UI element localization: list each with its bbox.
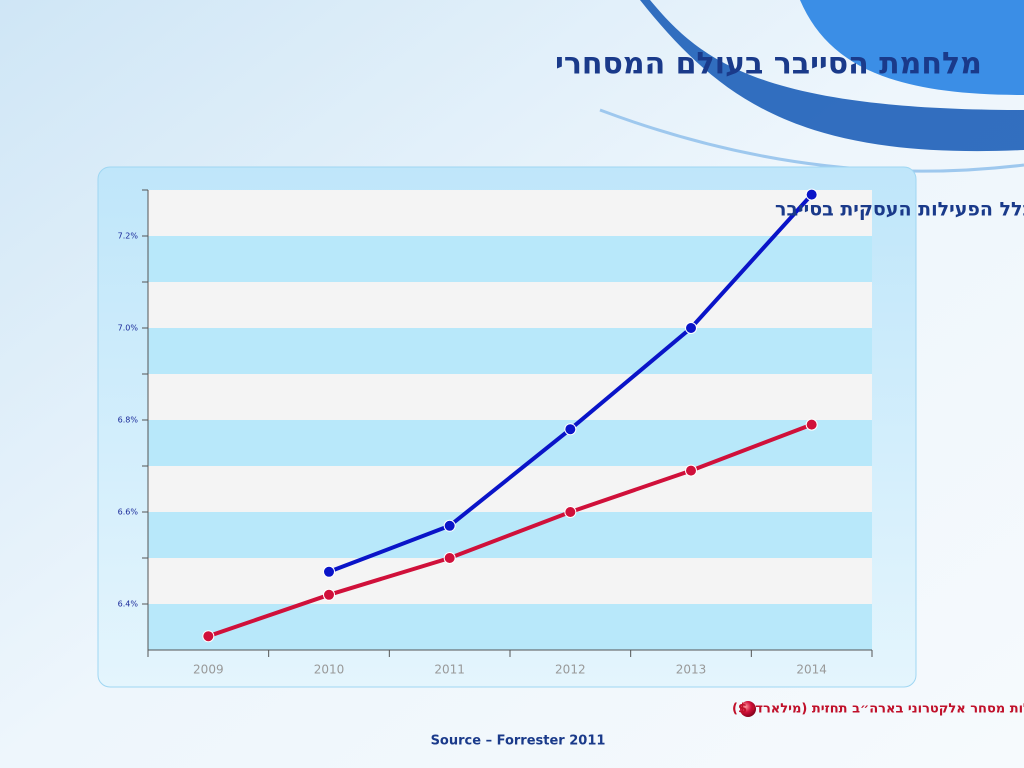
data-point	[443, 519, 456, 532]
data-point	[805, 188, 818, 201]
data-point	[685, 322, 697, 334]
grid-band	[148, 604, 872, 650]
y-tick-label: 6.8%	[118, 416, 139, 425]
legend-marker	[740, 701, 756, 717]
ribbon	[800, 0, 1024, 95]
x-tick-label: 2012	[555, 663, 586, 677]
grid-band	[148, 236, 872, 282]
data-point	[202, 630, 215, 643]
y-tick-label: 7.2%	[118, 232, 139, 241]
grid-band	[148, 420, 872, 466]
data-point	[323, 588, 335, 601]
data-point	[564, 423, 577, 436]
source: Source – Forrester 2011	[431, 734, 606, 749]
chart-title: אחוז השקעות בהגנה מכלל הפעילות העסקית בס…	[775, 199, 1024, 221]
x-tick-label: 2010	[314, 663, 345, 677]
data-point	[564, 506, 577, 518]
ribbon	[640, 0, 1024, 152]
x-tick-label: 2014	[796, 663, 827, 677]
y-tick-label: 7.0%	[118, 324, 139, 333]
data-point	[685, 464, 697, 477]
legend-label: גידול בפעילות מסחר אלקטרוני בארה״ב תחזית…	[732, 702, 1024, 717]
data-point	[323, 565, 335, 578]
y-tick-label: 6.4%	[118, 600, 139, 609]
data-point	[443, 552, 456, 564]
ribbon-line	[599, 108, 1024, 173]
y-tick-label: 6.6%	[118, 508, 139, 517]
x-tick-label: 2011	[434, 663, 465, 677]
grid-band	[148, 328, 872, 374]
data-point	[805, 418, 818, 431]
x-tick-label: 2009	[193, 663, 224, 677]
slide-title: מלחמת הסייבר בעולם המסחרי	[555, 47, 982, 82]
x-tick-label: 2013	[676, 663, 707, 677]
series-line	[207, 422, 813, 639]
